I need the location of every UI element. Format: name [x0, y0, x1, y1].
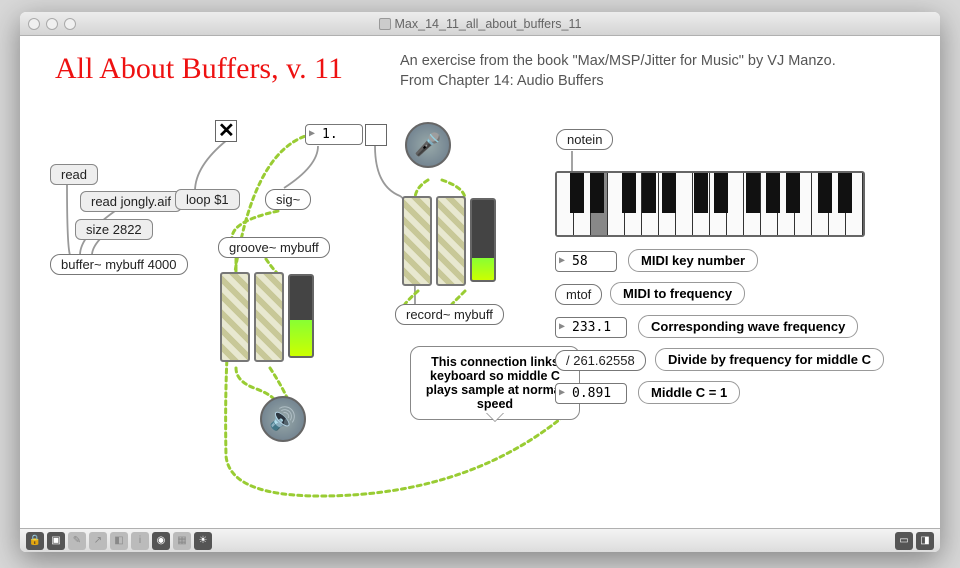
- white-key[interactable]: [727, 173, 744, 235]
- gain-slider-1[interactable]: [220, 272, 250, 362]
- mtof-label: MIDI to frequency: [610, 282, 745, 305]
- gain-slider-3[interactable]: [402, 196, 432, 286]
- toggle-loop[interactable]: [215, 120, 237, 142]
- notein-obj[interactable]: notein: [556, 129, 613, 150]
- rate-numbox[interactable]: 1.: [305, 124, 363, 145]
- black-key[interactable]: [662, 173, 676, 213]
- read-msg[interactable]: read: [50, 164, 98, 185]
- toggle-record[interactable]: [365, 124, 387, 146]
- black-key[interactable]: [746, 173, 760, 213]
- window-title: Max_14_11_all_about_buffers_11: [20, 17, 940, 31]
- black-key[interactable]: [570, 173, 584, 213]
- black-key[interactable]: [766, 173, 780, 213]
- result-label: Middle C = 1: [638, 381, 740, 404]
- patcher-area[interactable]: All About Buffers, v. 11 An exercise fro…: [20, 36, 940, 528]
- white-key[interactable]: [676, 173, 693, 235]
- lock-icon[interactable]: 🔒: [26, 532, 44, 550]
- divide-obj[interactable]: / 261.62558: [555, 350, 646, 371]
- midi-key-label: MIDI key number: [628, 249, 758, 272]
- sig-obj[interactable]: sig~: [265, 189, 311, 210]
- app-window: Max_14_11_all_about_buffers_11: [20, 12, 940, 552]
- panel-icon[interactable]: ◨: [916, 532, 934, 550]
- patch-cords: [20, 36, 940, 528]
- gain-slider-4[interactable]: [436, 196, 466, 286]
- info-icon[interactable]: i: [131, 532, 149, 550]
- bottom-toolbar[interactable]: 🔒 ▣ ✎ ↗ ◧ i ◉ ▦ ☀ ▭ ◨: [20, 528, 940, 552]
- page-title: All About Buffers, v. 11: [55, 52, 343, 86]
- result-numbox[interactable]: 0.891: [555, 383, 627, 404]
- doc-icon: [379, 18, 391, 30]
- page-subtitle: An exercise from the book "Max/MSP/Jitte…: [400, 52, 836, 91]
- titlebar[interactable]: Max_14_11_all_about_buffers_11: [20, 12, 940, 36]
- gain-slider-2[interactable]: [254, 272, 284, 362]
- presentation-icon[interactable]: ▭: [895, 532, 913, 550]
- loop-msg[interactable]: loop $1: [175, 189, 240, 210]
- new-view-icon[interactable]: ▣: [47, 532, 65, 550]
- record-obj[interactable]: record~ mybuff: [395, 304, 504, 325]
- black-key[interactable]: [642, 173, 656, 213]
- black-key[interactable]: [786, 173, 800, 213]
- tool-icon-1[interactable]: ✎: [68, 532, 86, 550]
- groove-obj[interactable]: groove~ mybuff: [218, 237, 330, 258]
- speaker-icon[interactable]: 🔊: [260, 396, 306, 442]
- kslider[interactable]: [555, 171, 865, 237]
- black-key[interactable]: [590, 173, 604, 213]
- grid-icon[interactable]: ▦: [173, 532, 191, 550]
- black-key[interactable]: [714, 173, 728, 213]
- mic-icon[interactable]: 🎤: [405, 122, 451, 168]
- black-key[interactable]: [818, 173, 832, 213]
- size-msg[interactable]: size 2822: [75, 219, 153, 240]
- read-file-msg[interactable]: read jongly.aif: [80, 191, 182, 212]
- meter-2: [470, 198, 496, 282]
- meter-1: [288, 274, 314, 358]
- divide-label: Divide by frequency for middle C: [655, 348, 884, 371]
- tool-icon-4[interactable]: ◉: [152, 532, 170, 550]
- black-key[interactable]: [622, 173, 636, 213]
- tool-icon-3[interactable]: ◧: [110, 532, 128, 550]
- freq-label: Corresponding wave frequency: [638, 315, 858, 338]
- tool-icon-5[interactable]: ☀: [194, 532, 212, 550]
- buffer-obj[interactable]: buffer~ mybuff 4000: [50, 254, 188, 275]
- freq-numbox[interactable]: 233.1: [555, 317, 627, 338]
- black-key[interactable]: [838, 173, 852, 213]
- midi-numbox[interactable]: 58: [555, 251, 617, 272]
- mtof-obj[interactable]: mtof: [555, 284, 602, 305]
- tool-icon-2[interactable]: ↗: [89, 532, 107, 550]
- black-key[interactable]: [694, 173, 708, 213]
